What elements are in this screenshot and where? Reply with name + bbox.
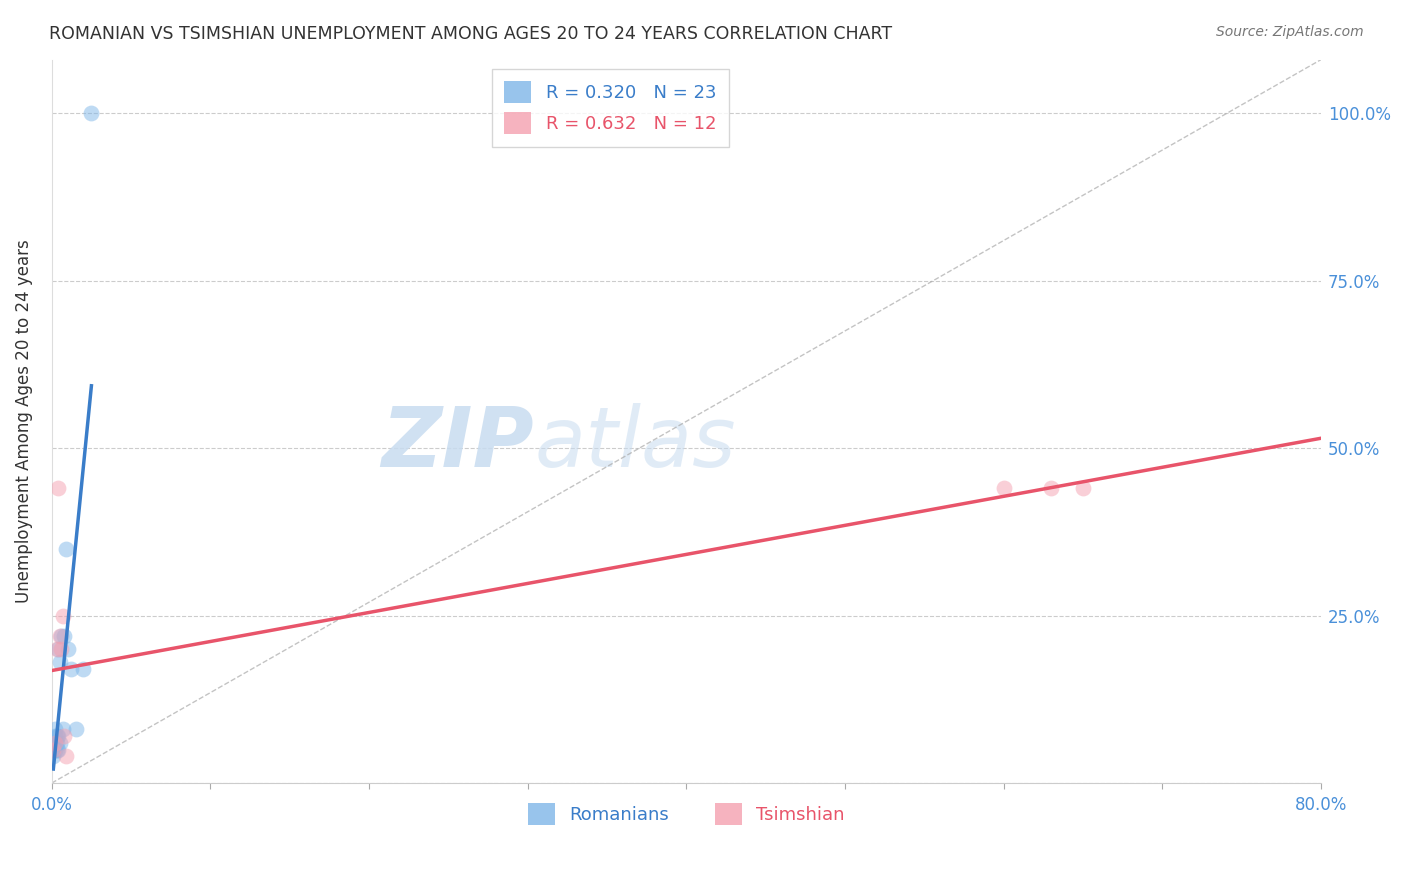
Point [48,629,70,643]
Point [44,723,66,737]
Point [45,642,67,657]
Point [993,481,1015,495]
Point [46,481,69,495]
Point [45,729,67,743]
Point [48,656,70,670]
Point [45,736,67,750]
Text: Source: ZipAtlas.com: Source: ZipAtlas.com [1216,25,1364,39]
Point [44,736,66,750]
Point [46,642,69,657]
Point [48,736,70,750]
Point [44,736,66,750]
Point [51,642,73,657]
Y-axis label: Unemployment Among Ages 20 to 24 years: Unemployment Among Ages 20 to 24 years [15,239,32,603]
Point [53,629,76,643]
Text: ROMANIAN VS TSIMSHIAN UNEMPLOYMENT AMONG AGES 20 TO 24 YEARS CORRELATION CHART: ROMANIAN VS TSIMSHIAN UNEMPLOYMENT AMONG… [49,25,893,43]
Point [55,541,77,556]
Point [46,742,69,756]
Legend: Romanians, Tsimshian: Romanians, Tsimshian [517,792,855,836]
Point [45,742,67,756]
Point [72,662,94,676]
Point [80,106,103,120]
Point [56,642,79,657]
Point [51,629,73,643]
Point [1040,481,1063,495]
Point [52,723,75,737]
Point [42,742,65,756]
Point [44,742,66,756]
Point [55,749,77,764]
Text: atlas: atlas [534,402,735,483]
Point [1071,481,1094,495]
Point [53,729,76,743]
Text: ZIP: ZIP [381,402,534,483]
Point [59,662,82,676]
Point [42,749,65,764]
Point [44,729,66,743]
Point [46,729,69,743]
Point [52,608,75,623]
Point [42,742,65,756]
Point [65,723,87,737]
